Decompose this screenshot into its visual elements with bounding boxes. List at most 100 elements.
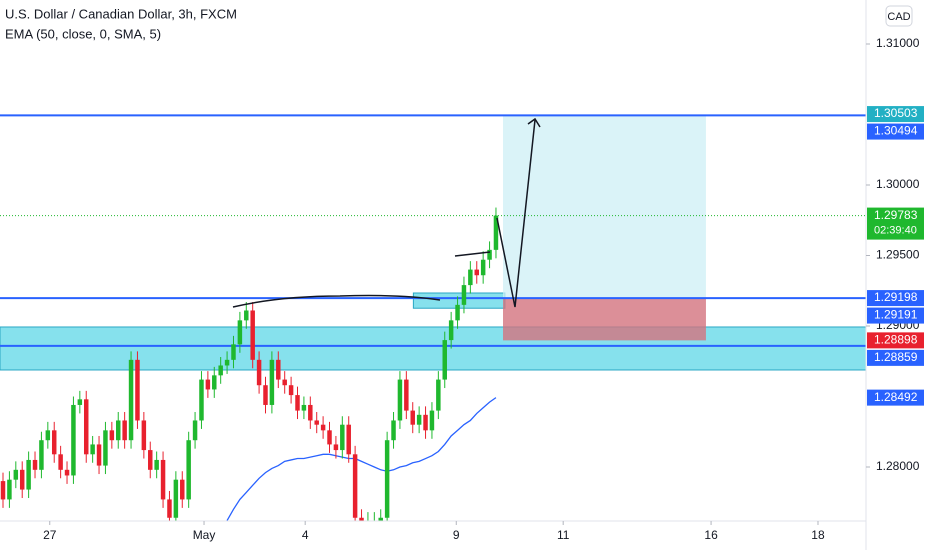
candle-body (160, 459, 166, 500)
currency-box[interactable] (885, 5, 913, 27)
y-tick-label: 1.28000 (876, 459, 920, 473)
candle-body (116, 420, 121, 441)
candle-body (250, 310, 255, 360)
candle-body (442, 340, 447, 380)
plot-area (0, 114, 866, 521)
y-tick-label: 1.29500 (876, 248, 920, 262)
stop-zone (503, 298, 706, 341)
chart-title: U.S. Dollar / Canadian Dollar, 3h, FXCM (5, 6, 237, 21)
candle-body (83, 399, 89, 455)
candle-body (141, 420, 147, 451)
candle-body (263, 385, 268, 405)
price-label: 1.29191 (874, 308, 918, 322)
zone (0, 326, 866, 371)
candle-body (448, 320, 454, 341)
candle-body (308, 404, 313, 421)
candle-body (288, 385, 294, 396)
candle-body (199, 379, 204, 421)
candle-body (186, 440, 191, 500)
candle-body (416, 414, 422, 425)
candle-body (282, 379, 287, 386)
candle-body (90, 444, 95, 455)
ema-line (226, 397, 497, 521)
candle-body (109, 430, 115, 441)
candle-body (276, 359, 281, 380)
candle-body (13, 469, 19, 480)
candle-body (64, 469, 70, 476)
candle-body (0, 481, 6, 500)
candle-body (19, 469, 25, 490)
y-tick-label: 1.30000 (876, 177, 920, 191)
price-label: 1.28492 (874, 390, 918, 404)
candle-body (493, 215, 499, 250)
candle-body (180, 479, 185, 500)
candle-body (51, 430, 57, 455)
price-label: 1.29783 (874, 208, 918, 222)
price-label: 1.28859 (874, 350, 918, 364)
candle-body (333, 444, 339, 451)
x-tick-label: 9 (453, 528, 460, 542)
x-tick-label: 16 (704, 528, 718, 542)
target-zone (503, 115, 706, 299)
candle-body (244, 310, 249, 321)
candle-body (39, 440, 44, 470)
currency[interactable]: CAD (887, 11, 910, 23)
candle-body (461, 285, 467, 305)
candle-body (96, 444, 102, 466)
price-label: 1.29198 (874, 290, 918, 304)
candle-body (397, 379, 403, 421)
price-label-box (867, 349, 924, 366)
candle-body (404, 379, 409, 411)
candle-body (71, 404, 76, 476)
candle-body (295, 395, 300, 411)
x-tick-label: 27 (43, 528, 57, 542)
drawing (232, 294, 441, 308)
candle-body (301, 404, 307, 411)
candle-body (237, 320, 243, 345)
y-tick-label: 1.31000 (876, 36, 920, 50)
price-label-box (867, 106, 924, 123)
candle-body (212, 375, 217, 390)
candle-body (45, 430, 51, 441)
candle-body (429, 410, 435, 431)
price-label-box (867, 290, 924, 307)
candle-body (327, 430, 332, 445)
price-label-box (867, 207, 924, 240)
candle-body (7, 479, 12, 500)
price-label-box (867, 389, 924, 406)
candle-body (391, 420, 396, 441)
countdown: 02:39:40 (874, 224, 917, 236)
candle-body (205, 379, 211, 390)
candle-body (192, 420, 198, 441)
x-tick-label: 11 (557, 528, 570, 542)
candle-body (487, 249, 492, 260)
candle-body (224, 359, 230, 366)
drawing (527, 117, 541, 128)
candle-body (314, 420, 319, 425)
candle-body (122, 420, 127, 441)
indicator-label: EMA (50, close, 0, SMA, 5) (5, 26, 161, 41)
candle-body (103, 430, 108, 466)
price-label: 1.28898 (874, 333, 918, 347)
candle-body (269, 359, 275, 405)
candle-body (26, 459, 31, 490)
x-tick-label: May (193, 528, 216, 542)
drawing (496, 119, 536, 308)
drawing (454, 251, 491, 257)
candle-body (410, 410, 415, 425)
candle-body (468, 269, 473, 286)
x-tick-label: 18 (811, 528, 825, 542)
candle-body (58, 454, 63, 470)
candle-body (135, 359, 140, 421)
candle-body (77, 399, 83, 405)
candle-body (384, 440, 390, 518)
candle-body (231, 344, 236, 360)
candle-body (474, 269, 479, 276)
candle-body (32, 459, 38, 470)
candle-body (423, 414, 428, 431)
candle-body (256, 359, 262, 386)
candle-body (352, 454, 358, 518)
